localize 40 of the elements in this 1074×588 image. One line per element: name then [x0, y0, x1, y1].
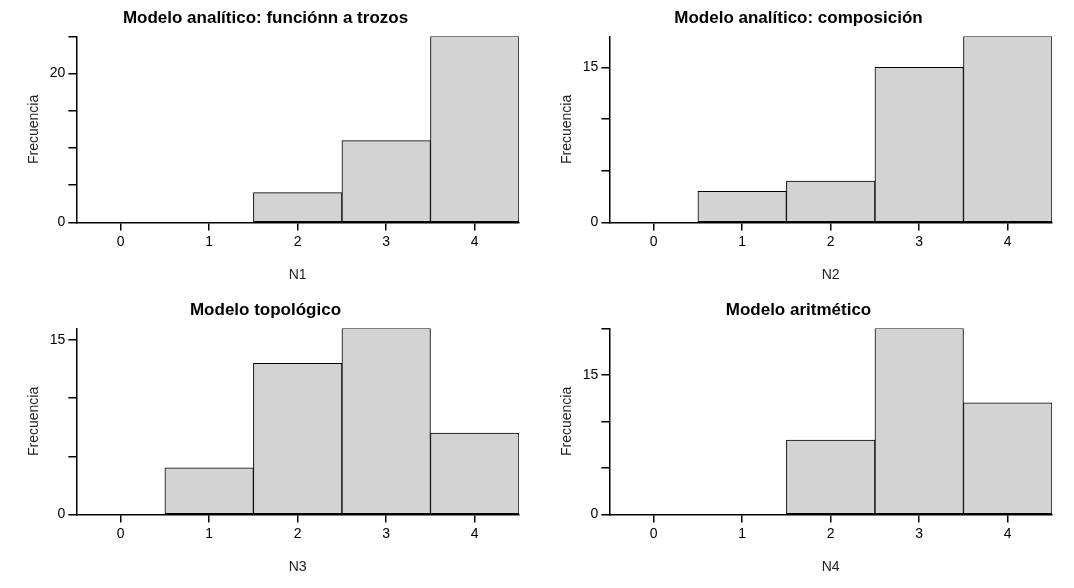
y-tick-label: 15 — [582, 365, 599, 382]
x-tick-label: 0 — [649, 232, 658, 249]
y-tick-label: 15 — [582, 58, 599, 75]
y-tick-label: 0 — [590, 213, 599, 230]
chart-title: Modelo analítico: funciónn a trozos — [122, 7, 409, 27]
x-tick-label: 3 — [382, 232, 391, 249]
x-tick-label: 3 — [915, 232, 924, 249]
x-axis-title: N3 — [288, 558, 307, 575]
x-tick-label: 2 — [293, 232, 302, 249]
x-tick-label: 4 — [1003, 524, 1012, 541]
y-axis-title: Frecuencia — [25, 94, 42, 165]
y-axis-title: Frecuencia — [558, 386, 575, 457]
x-axis-title: N4 — [821, 558, 840, 575]
y-tick-label: 0 — [590, 505, 599, 522]
x-tick-label: 3 — [382, 524, 391, 541]
chart-title: Modelo aritmético — [725, 299, 872, 319]
chart-title: Modelo topológico — [189, 299, 342, 319]
x-tick-label: 2 — [293, 524, 302, 541]
x-tick-label: 1 — [738, 232, 747, 249]
x-tick-label: 0 — [116, 524, 125, 541]
x-tick-label: 1 — [205, 232, 214, 249]
y-tick-label: 0 — [57, 505, 66, 522]
x-tick-label: 3 — [915, 524, 924, 541]
x-tick-label: 0 — [116, 232, 125, 249]
x-axis-title: N1 — [288, 266, 307, 283]
x-tick-label: 4 — [470, 524, 479, 541]
y-axis-title: Frecuencia — [25, 386, 42, 457]
x-tick-label: 1 — [205, 524, 214, 541]
x-tick-label: 4 — [1003, 232, 1012, 249]
chart-title: Modelo analítico: composición — [674, 7, 923, 27]
y-tick-label: 15 — [49, 330, 66, 347]
x-tick-label: 4 — [470, 232, 479, 249]
x-tick-label: 2 — [826, 524, 835, 541]
x-axis-title: N2 — [821, 266, 840, 283]
x-tick-label: 0 — [649, 524, 658, 541]
y-tick-label: 0 — [57, 213, 66, 230]
y-tick-label: 20 — [49, 64, 66, 81]
x-tick-label: 2 — [826, 232, 835, 249]
y-axis-title: Frecuencia — [558, 94, 575, 165]
x-tick-label: 1 — [738, 524, 747, 541]
